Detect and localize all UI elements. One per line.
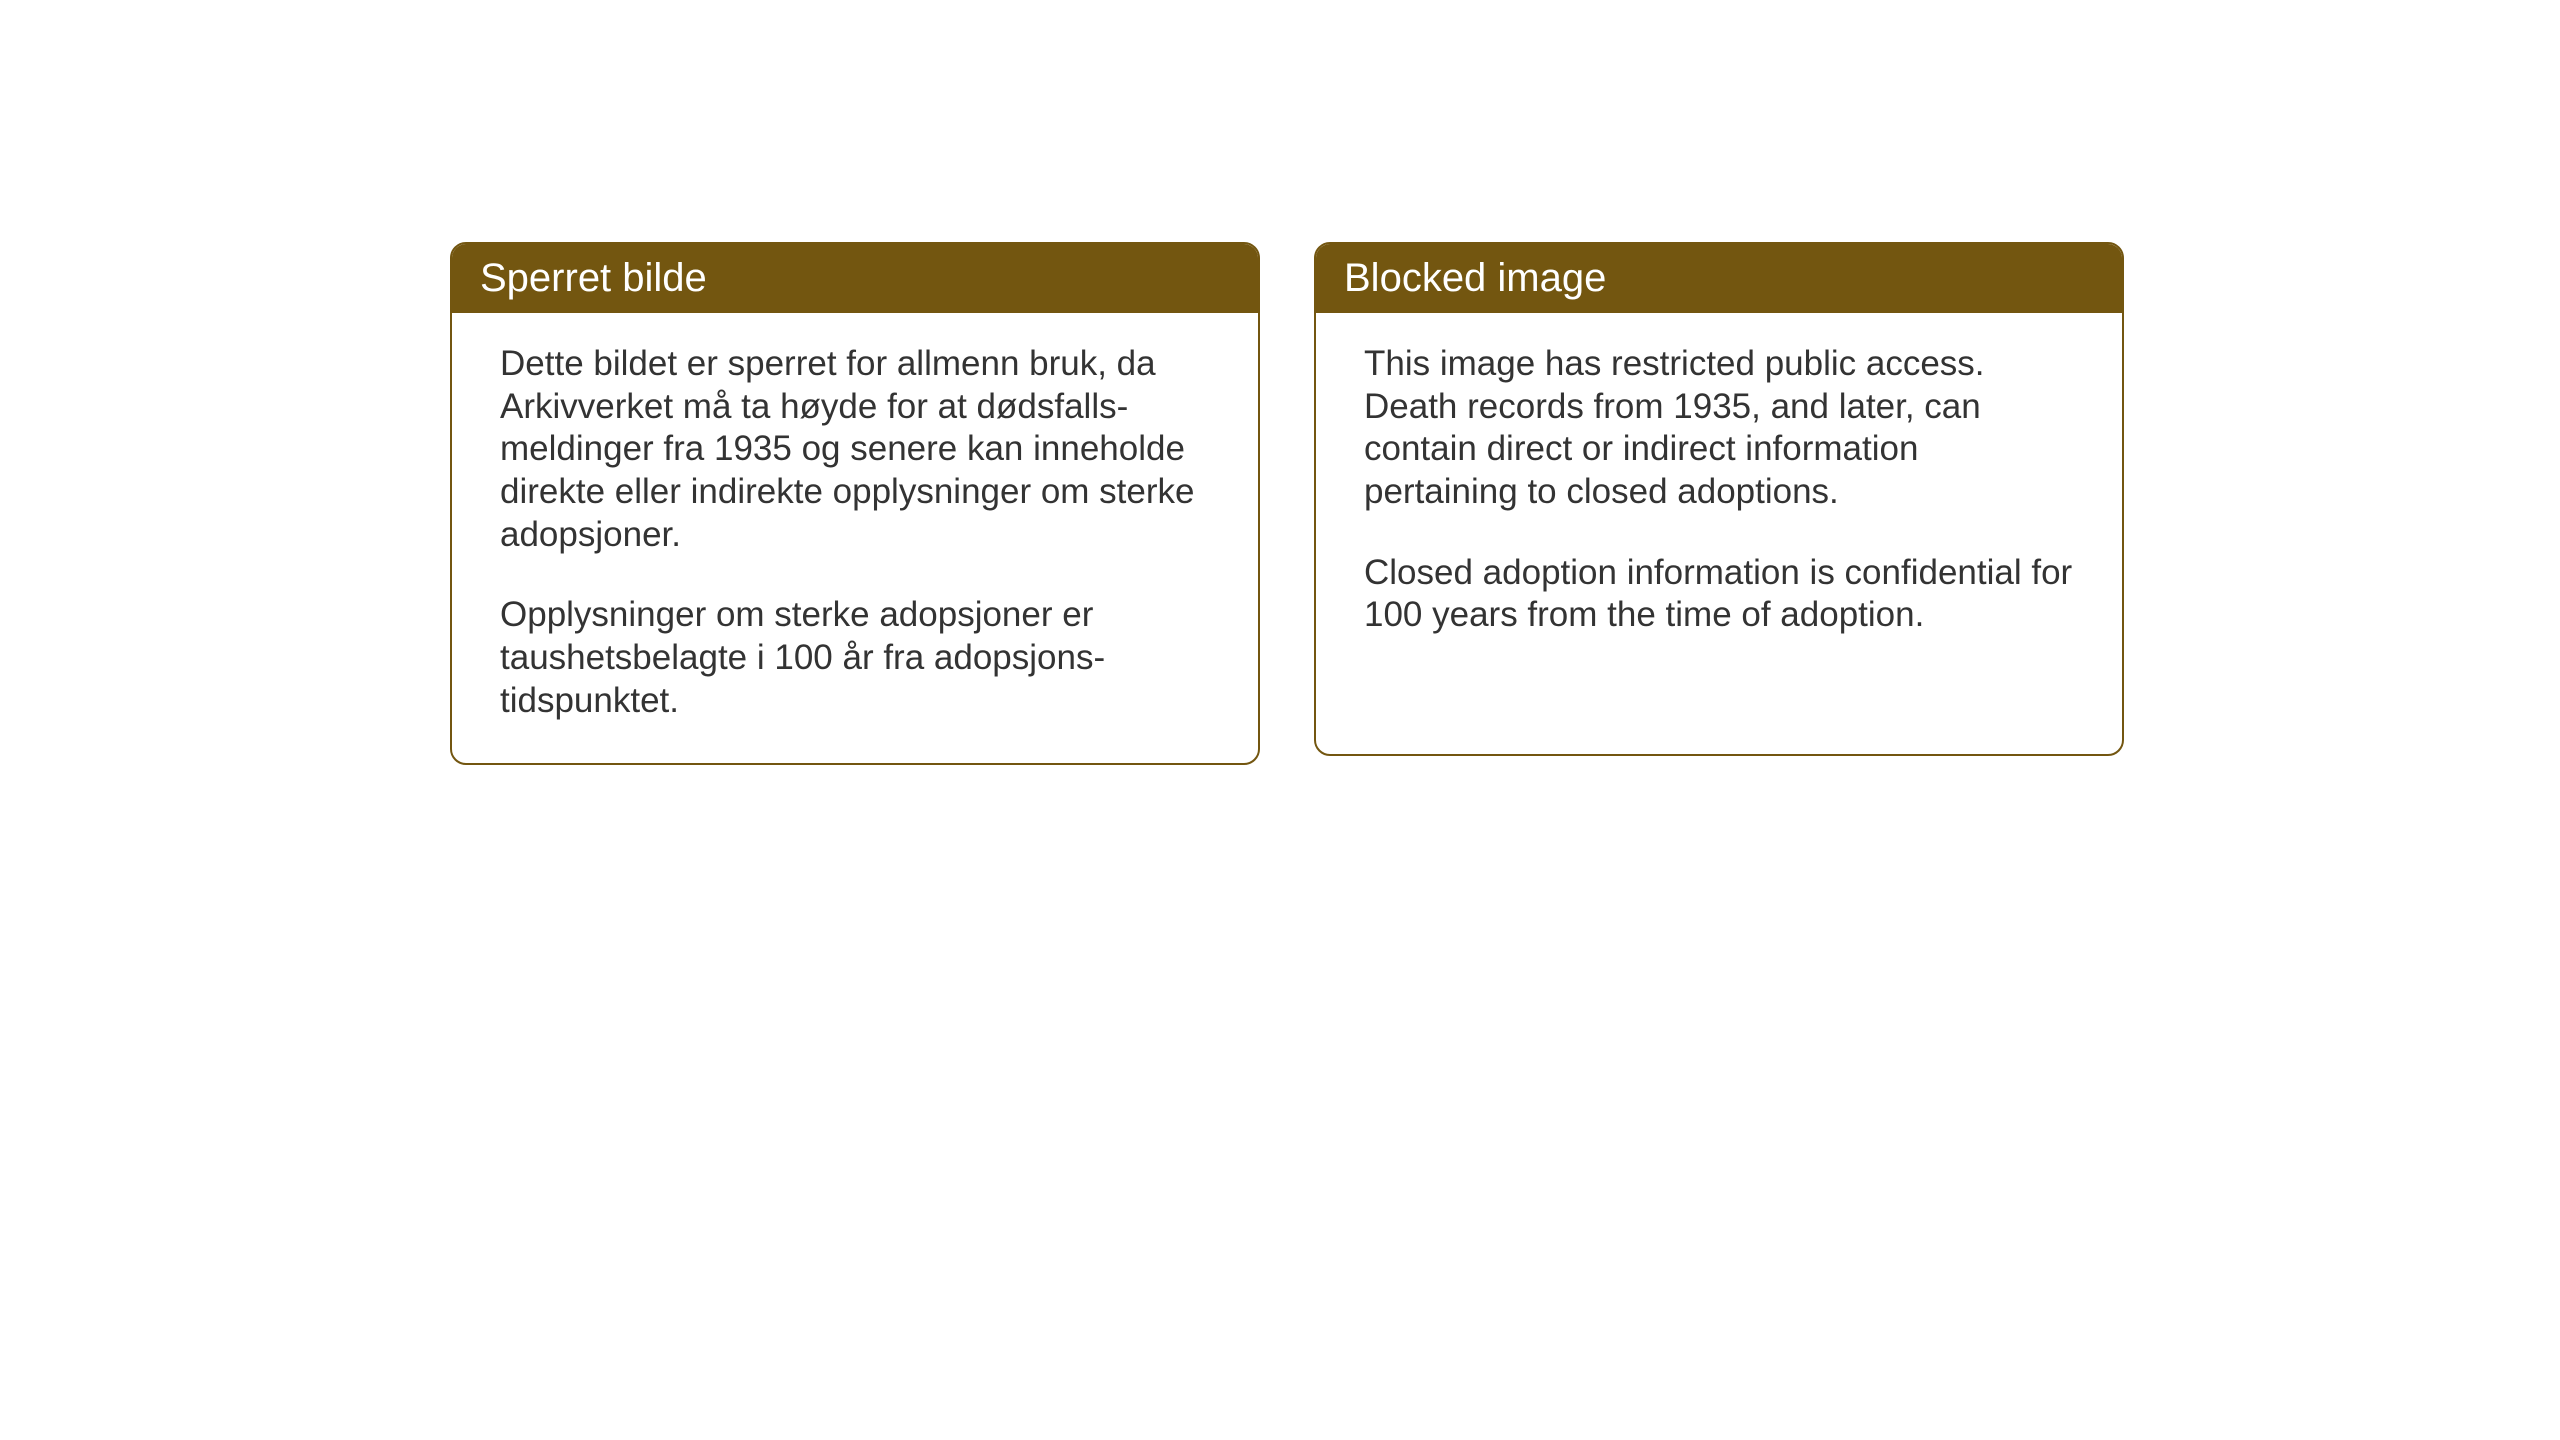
- cards-container: Sperret bilde Dette bildet er sperret fo…: [0, 242, 2560, 765]
- card-title-english: Blocked image: [1344, 256, 1606, 300]
- card-paragraph-2-norwegian: Opplysninger om sterke adopsjoner er tau…: [500, 594, 1210, 722]
- card-norwegian: Sperret bilde Dette bildet er sperret fo…: [450, 242, 1260, 765]
- card-paragraph-1-norwegian: Dette bildet er sperret for allmenn bruk…: [500, 343, 1210, 556]
- card-paragraph-2-english: Closed adoption information is confident…: [1364, 552, 2074, 637]
- card-header-english: Blocked image: [1316, 244, 2122, 313]
- card-paragraph-1-english: This image has restricted public access.…: [1364, 343, 2074, 514]
- card-body-english: This image has restricted public access.…: [1316, 313, 2122, 677]
- card-title-norwegian: Sperret bilde: [480, 256, 707, 300]
- card-body-norwegian: Dette bildet er sperret for allmenn bruk…: [452, 313, 1258, 763]
- card-header-norwegian: Sperret bilde: [452, 244, 1258, 313]
- card-english: Blocked image This image has restricted …: [1314, 242, 2124, 756]
